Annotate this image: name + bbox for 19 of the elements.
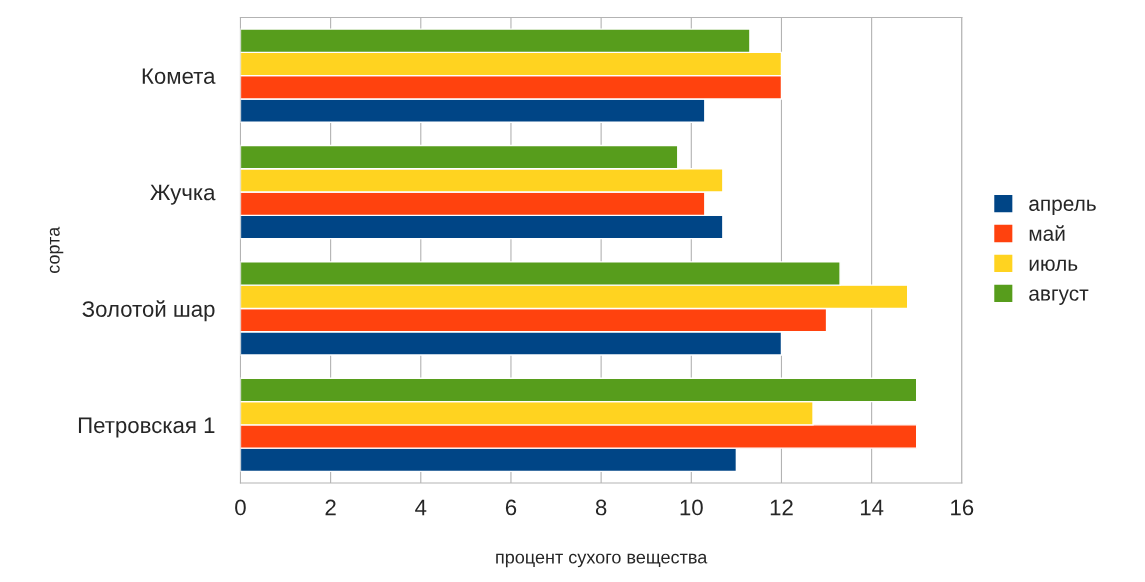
- legend-label: июль: [1029, 259, 1078, 271]
- y-axis-title: сорта: [49, 226, 64, 273]
- legend-label: август: [1029, 289, 1089, 305]
- y-tick-label: Золотой шар: [82, 300, 215, 322]
- x-tick-label: 4: [415, 499, 427, 516]
- x-tick-label: 16: [951, 499, 974, 516]
- x-tick-label: 6: [505, 499, 517, 516]
- x-axis-title: процент сухого вещества: [496, 553, 708, 568]
- x-tick-label: 10: [680, 499, 703, 516]
- x-tick-label: 14: [860, 499, 884, 516]
- x-tick-label: 0: [235, 499, 246, 516]
- y-tick-label: Петровская 1: [78, 417, 215, 438]
- legend-label: апрель: [1029, 199, 1096, 216]
- x-tick-label: 8: [595, 499, 607, 516]
- x-tick-label: 12: [770, 499, 793, 516]
- legend-label: май: [1029, 225, 1065, 241]
- y-tick-label: Жучка: [150, 184, 216, 205]
- x-tick-label: 2: [325, 499, 336, 516]
- y-tick-label: Комета: [142, 68, 216, 84]
